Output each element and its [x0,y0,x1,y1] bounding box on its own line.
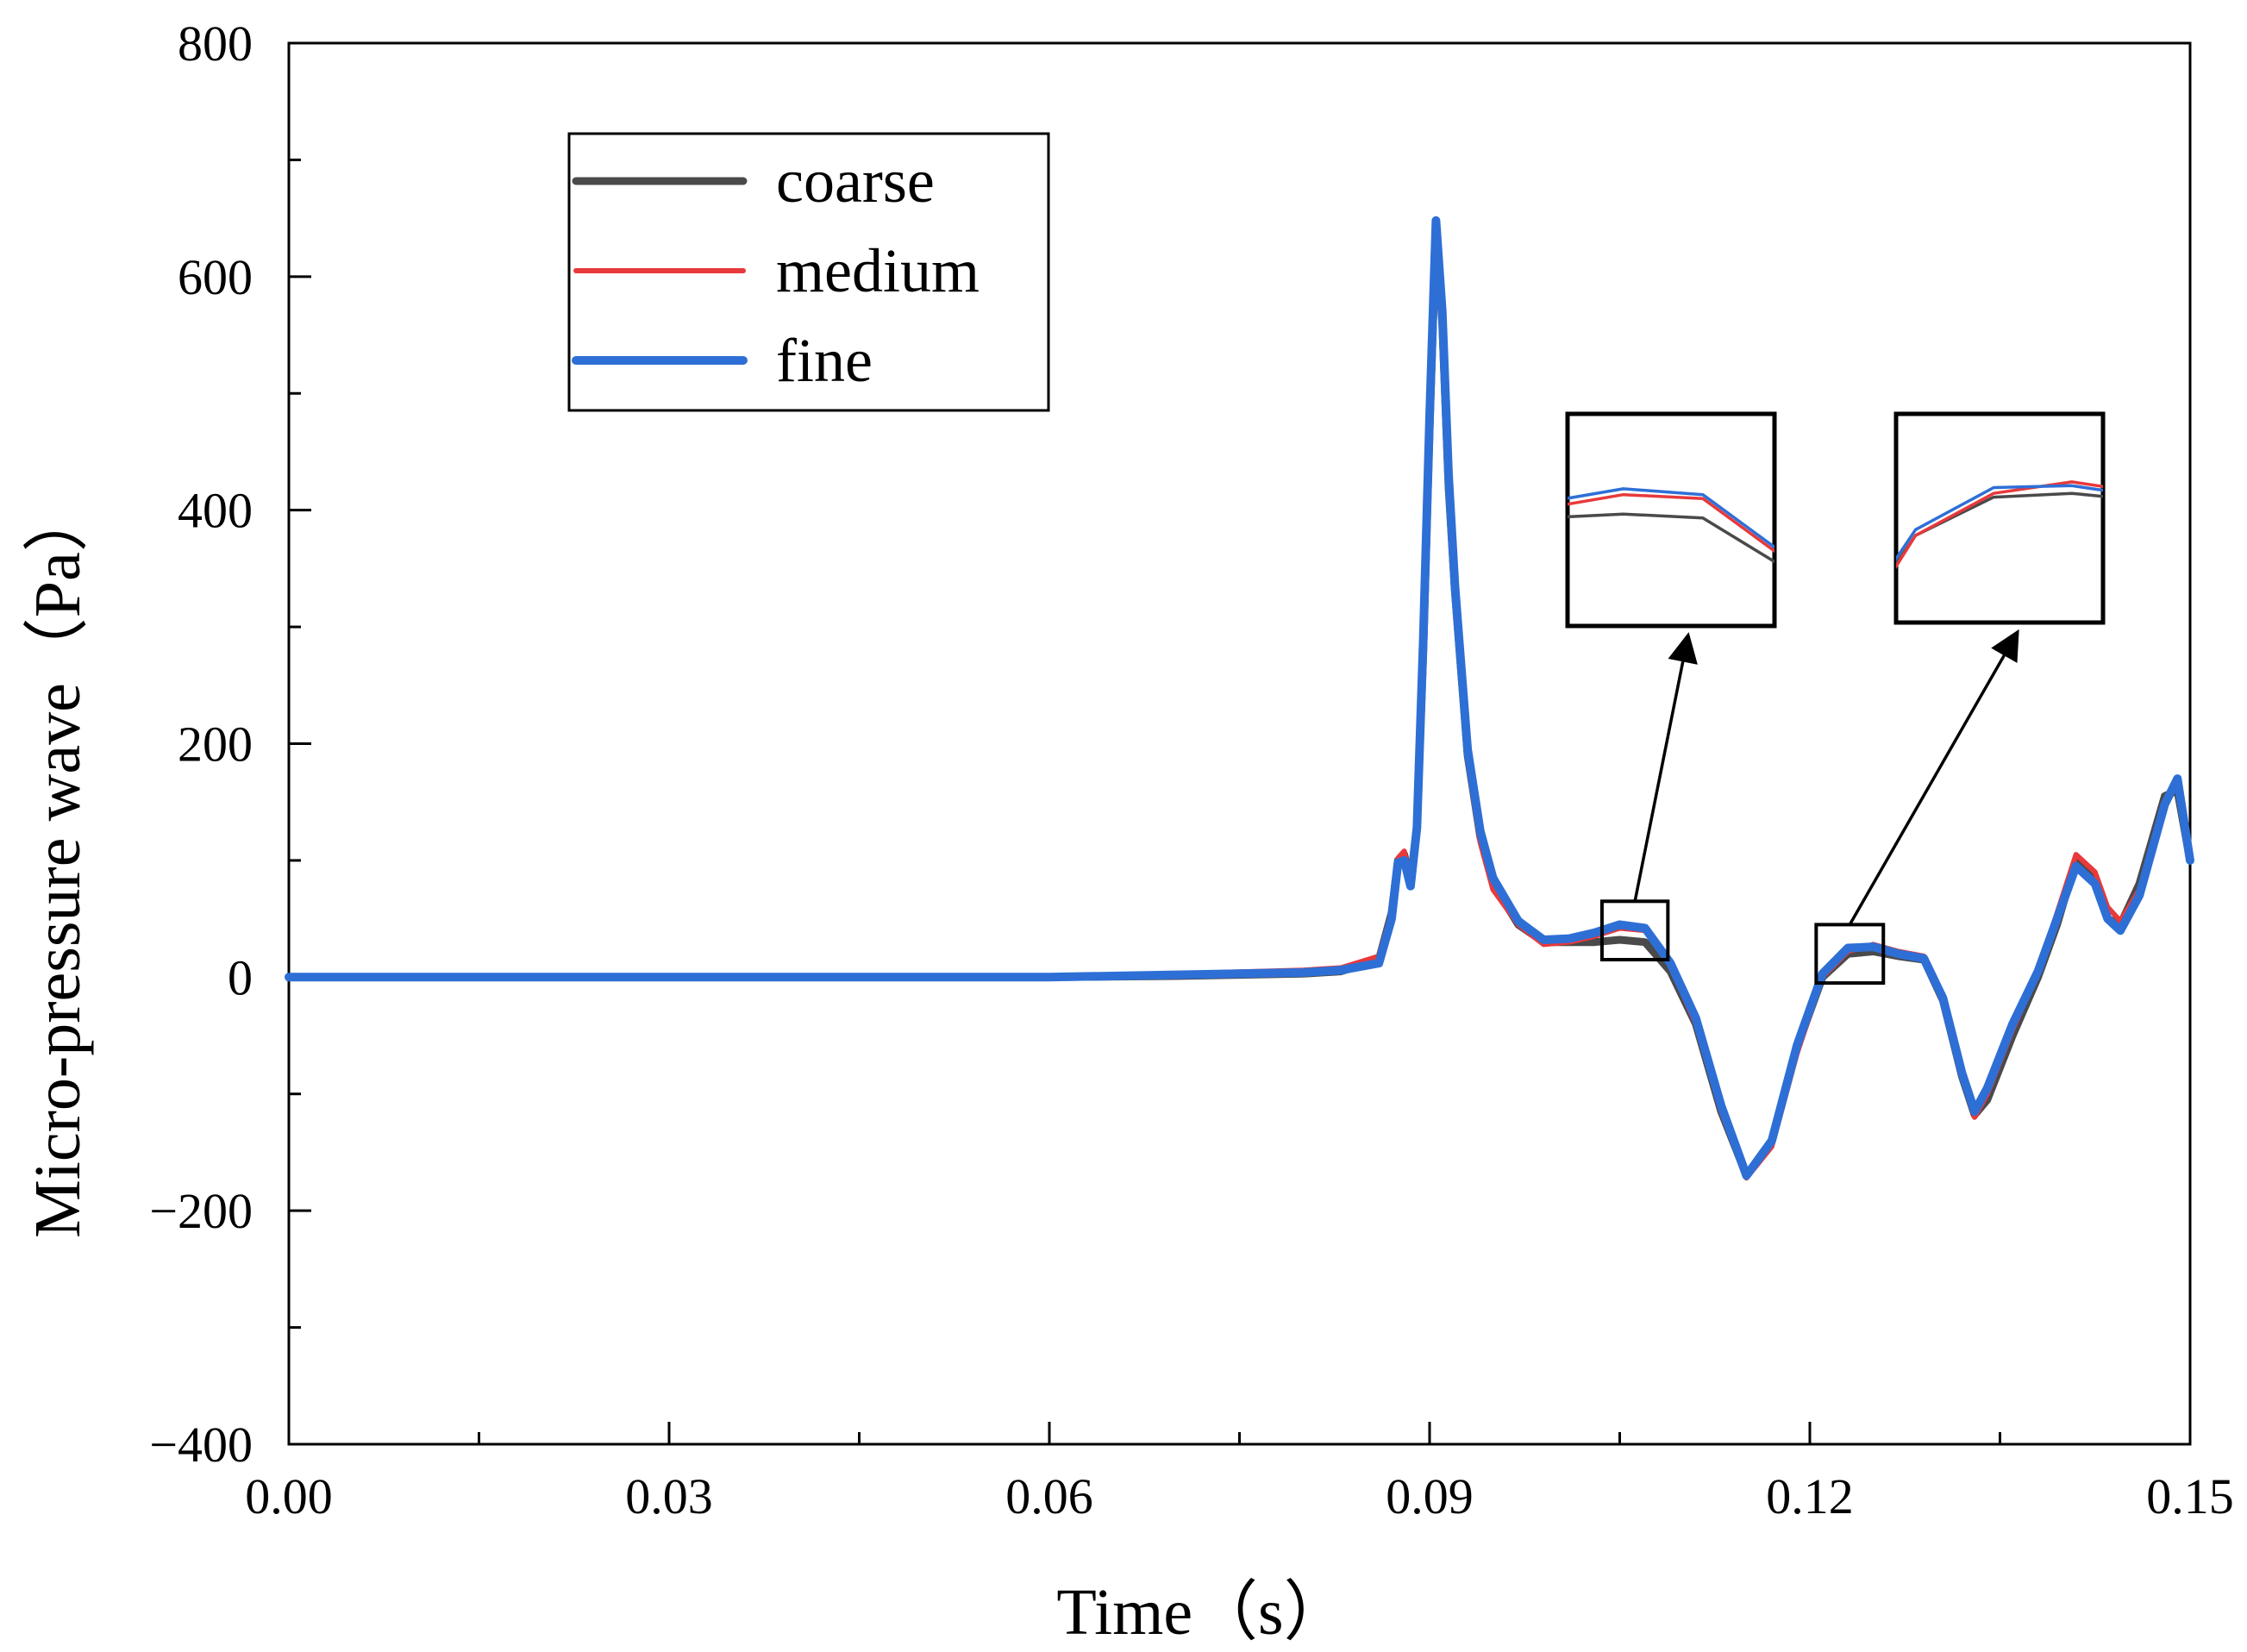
y-tick-label: −200 [149,1183,253,1239]
x-tick-label: 0.09 [1386,1468,1474,1524]
y-tick-label: 600 [178,249,253,305]
zoom-series-line-medium [1568,492,1774,554]
legend-label-medium: medium [776,236,980,305]
zoom-series-line-fine [1568,487,1774,549]
legend-label-fine: fine [776,326,873,395]
series-lines [285,216,2194,1181]
zoom-series-line-coarse [1568,512,1774,564]
zoom-inset-box [1893,411,2106,625]
legend-label-coarse: coarse [776,147,935,216]
x-tick-label: 0.15 [2146,1468,2234,1524]
series-line-fine [285,216,2194,1180]
x-tick-label: 0.12 [1766,1468,1854,1524]
axes: 0.00 0.03 0.06 0.09 0.12 0.15 −400 −200 0 200 400 6… [149,16,2233,1524]
zoom-arrow [1633,632,1698,902]
zoom-insets [1565,411,2106,986]
y-tick-label: 400 [178,483,253,539]
x-tick-label: 0.03 [625,1468,713,1524]
legend: coarse medium fine [567,132,1050,412]
zoom-inset-box [1565,411,1777,629]
x-tick-label: 0.06 [1005,1468,1093,1524]
y-tick-label: 800 [178,16,253,72]
y-tick-label: 200 [178,716,253,773]
y-tick-label: 0 [228,949,253,1005]
y-axis-title: Micro-pressure wave（Pa） [22,486,94,1238]
x-tick-label: 0.00 [245,1468,333,1524]
zoom-inset-lines [1568,487,1774,564]
x-axis-title: Time（s） [1056,1576,1349,1649]
y-tick-label: −400 [149,1417,253,1473]
zoom-arrow [1848,629,2019,926]
